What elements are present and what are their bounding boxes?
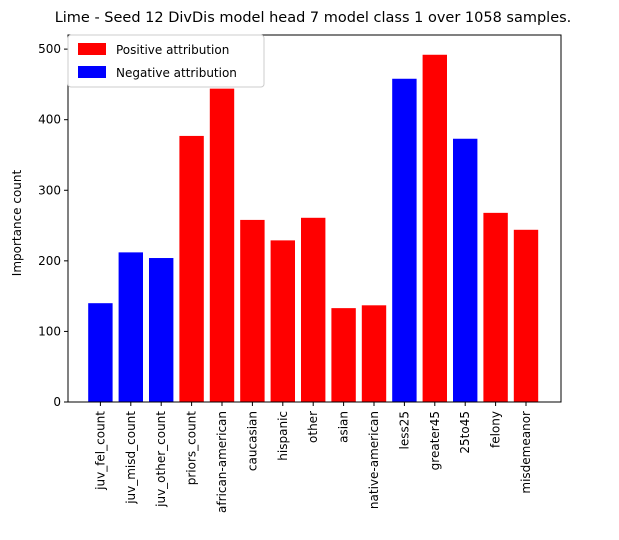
- bar-priors_count: [179, 135, 204, 403]
- x-tick-label: asian: [337, 411, 351, 443]
- legend: Positive attribution Negative attributio…: [67, 34, 265, 88]
- bar-greater45: [422, 54, 447, 403]
- x-tick-label: hispanic: [276, 411, 290, 461]
- chart-title: Lime - Seed 12 DivDis model head 7 model…: [55, 10, 572, 26]
- y-tick-label: 500: [38, 42, 61, 56]
- bar-other: [301, 217, 326, 402]
- legend-swatch-negative: [78, 66, 106, 78]
- bar-juv_fel_count: [88, 303, 113, 402]
- x-tick-label: misdemeanor: [519, 411, 533, 494]
- bar-juv_other_count: [149, 258, 174, 402]
- bar-25to45: [453, 138, 478, 402]
- x-tick-label: felony: [489, 411, 503, 448]
- legend-box: [67, 34, 265, 88]
- x-tick-label: juv_misd_count: [124, 411, 138, 505]
- x-tick-label: juv_other_count: [154, 411, 168, 508]
- x-tick-label: caucasian: [245, 411, 259, 471]
- bar-less25: [392, 78, 417, 402]
- bar-caucasian: [240, 219, 265, 402]
- x-tick-label: priors_count: [185, 411, 199, 486]
- y-tick-label: 0: [53, 395, 61, 409]
- y-tick-label: 100: [38, 324, 61, 338]
- x-tick-label: greater45: [428, 411, 442, 470]
- bar-native-american: [361, 305, 387, 402]
- y-tick-label: 200: [38, 254, 61, 268]
- bar-felony: [483, 212, 508, 402]
- x-tick-label: 25to45: [458, 411, 472, 454]
- bar-juv_misd_count: [118, 252, 143, 402]
- bar-misdemeanor: [513, 229, 539, 402]
- plot-frame: [67, 34, 562, 403]
- x-tick-label: juv_fel_count: [93, 411, 107, 491]
- y-axis-title: Importance count: [10, 169, 24, 276]
- legend-label-negative: Negative attribution: [116, 66, 237, 80]
- bar-asian: [331, 308, 356, 402]
- x-tick-label: other: [306, 411, 320, 443]
- bar-hispanic: [270, 240, 295, 402]
- y-tick-label: 400: [38, 113, 61, 127]
- x-tick-label: less25: [397, 411, 411, 450]
- legend-swatch-positive: [78, 43, 106, 55]
- legend-label-positive: Positive attribution: [116, 43, 229, 57]
- y-tick-label: 300: [38, 183, 61, 197]
- x-tick-label: african-american: [215, 411, 229, 513]
- x-tick-label: native-american: [367, 411, 381, 509]
- bar-african-american: [209, 88, 235, 402]
